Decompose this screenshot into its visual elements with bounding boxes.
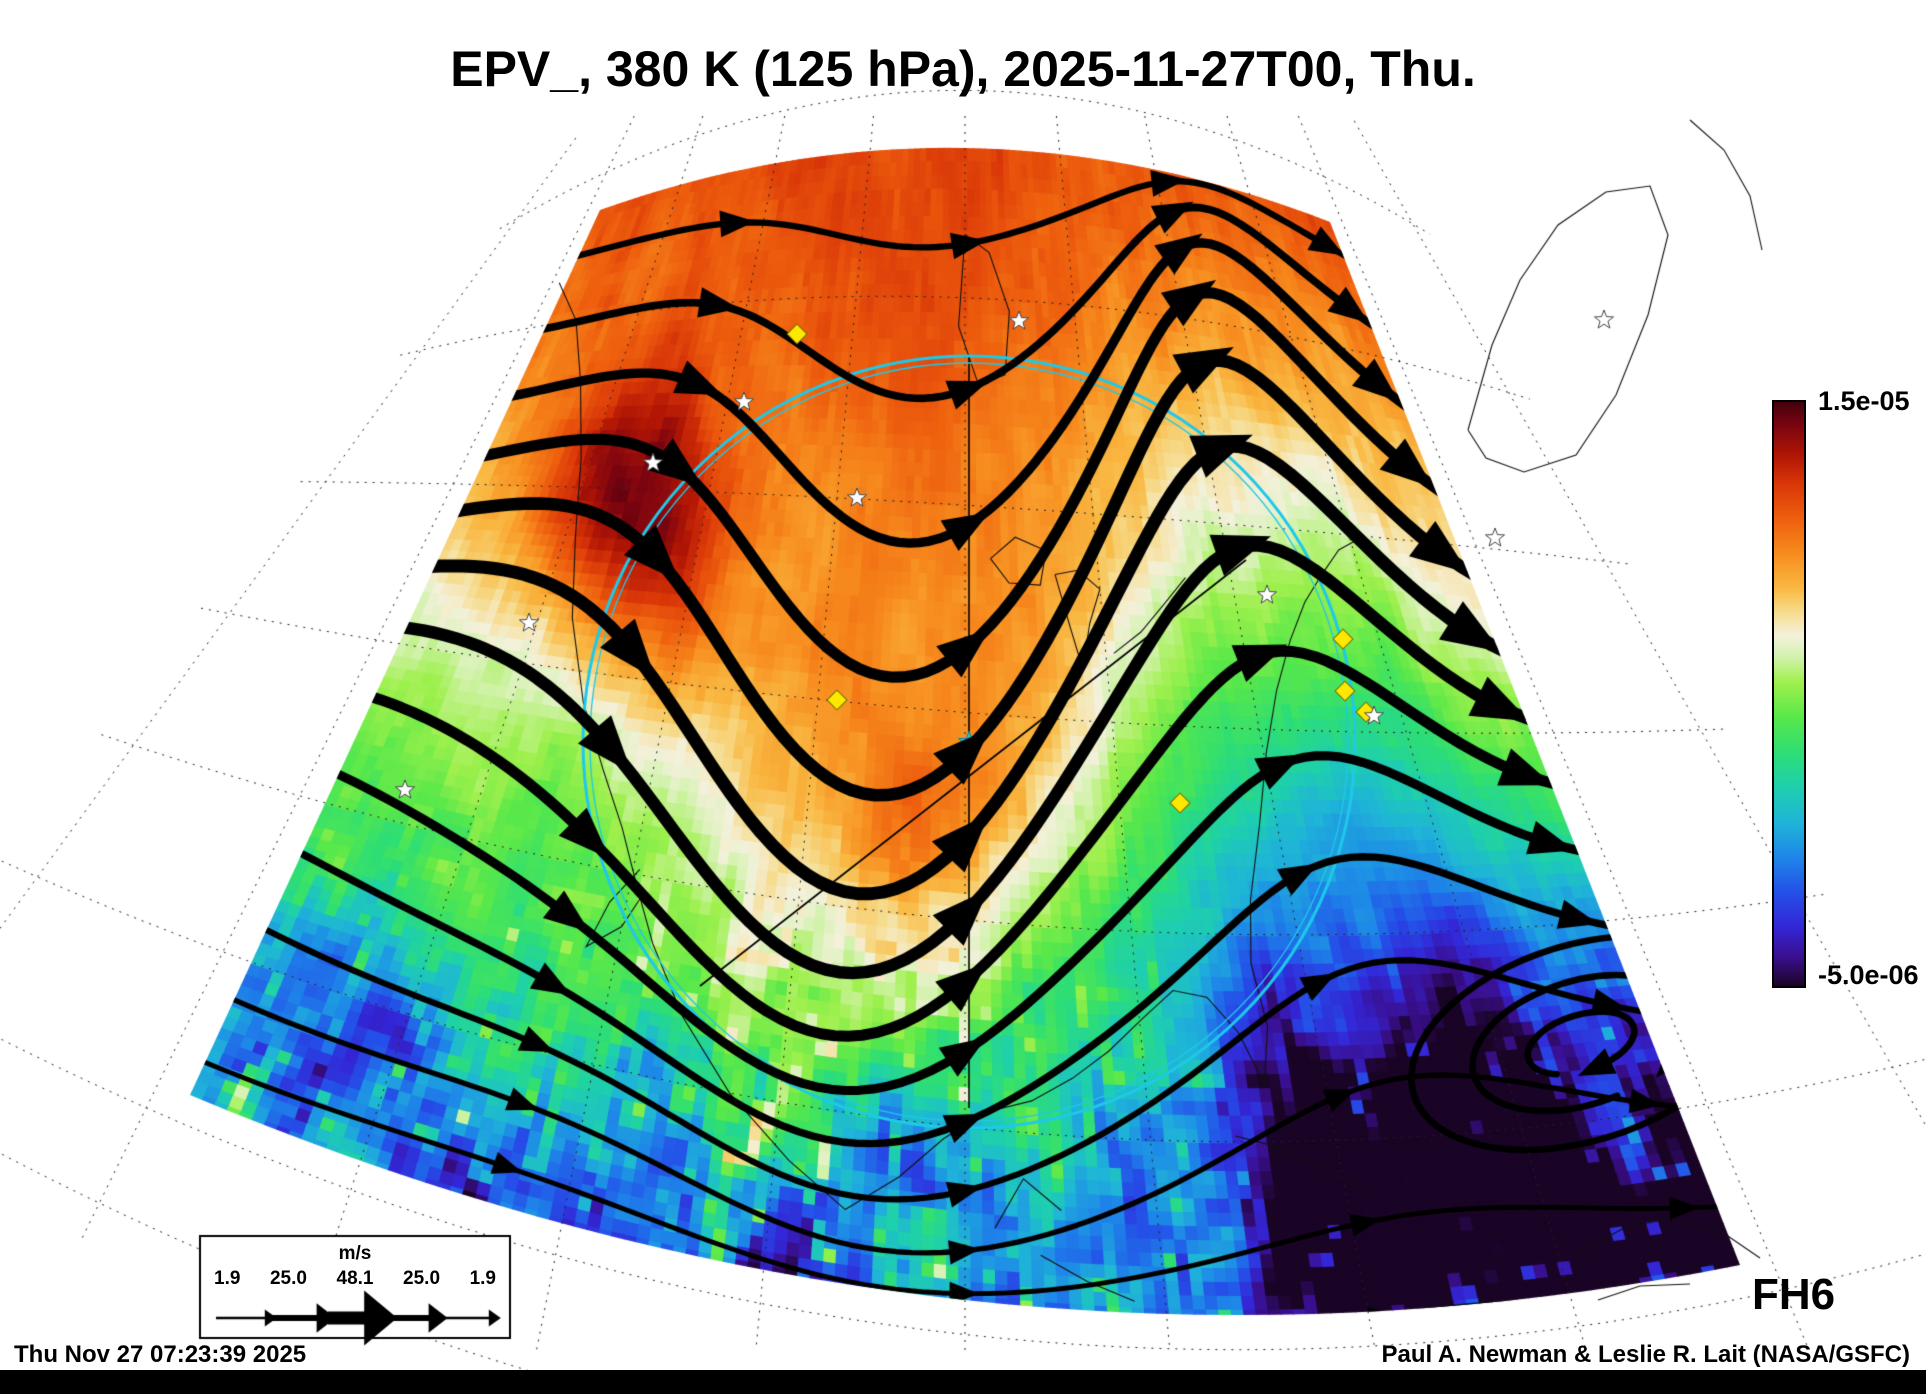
colorbar-gradient [1772,400,1806,988]
wind-legend-values: 1.9 25.0 48.1 25.0 1.9 [200,1268,510,1290]
bottom-black-bar [0,1370,1926,1394]
plot-title: EPV_, 380 K (125 hPa), 2025-11-27T00, Th… [450,41,1476,97]
wind-legend-value: 25.0 [269,1268,307,1289]
forecast-hour-label: FH6 [1752,1270,1836,1319]
colorbar-min-label: -5.0e-06 [1818,960,1919,990]
wind-legend-value: 48.1 [336,1268,374,1289]
colorbar-max-label: 1.5e-05 [1818,386,1910,416]
footer-credit: Paul A. Newman & Leslie R. Lait (NASA/GS… [1381,1341,1910,1368]
wind-legend-units: m/s [338,1243,372,1264]
wind-speed-legend: m/s 1.9 25.0 48.1 25.0 1.9 [200,1236,510,1338]
wind-legend-value: 1.9 [469,1268,496,1289]
footer-timestamp: Thu Nov 27 07:23:39 2025 [14,1341,307,1368]
wind-legend-value: 1.9 [214,1268,241,1289]
wind-legend-value: 25.0 [403,1268,441,1289]
